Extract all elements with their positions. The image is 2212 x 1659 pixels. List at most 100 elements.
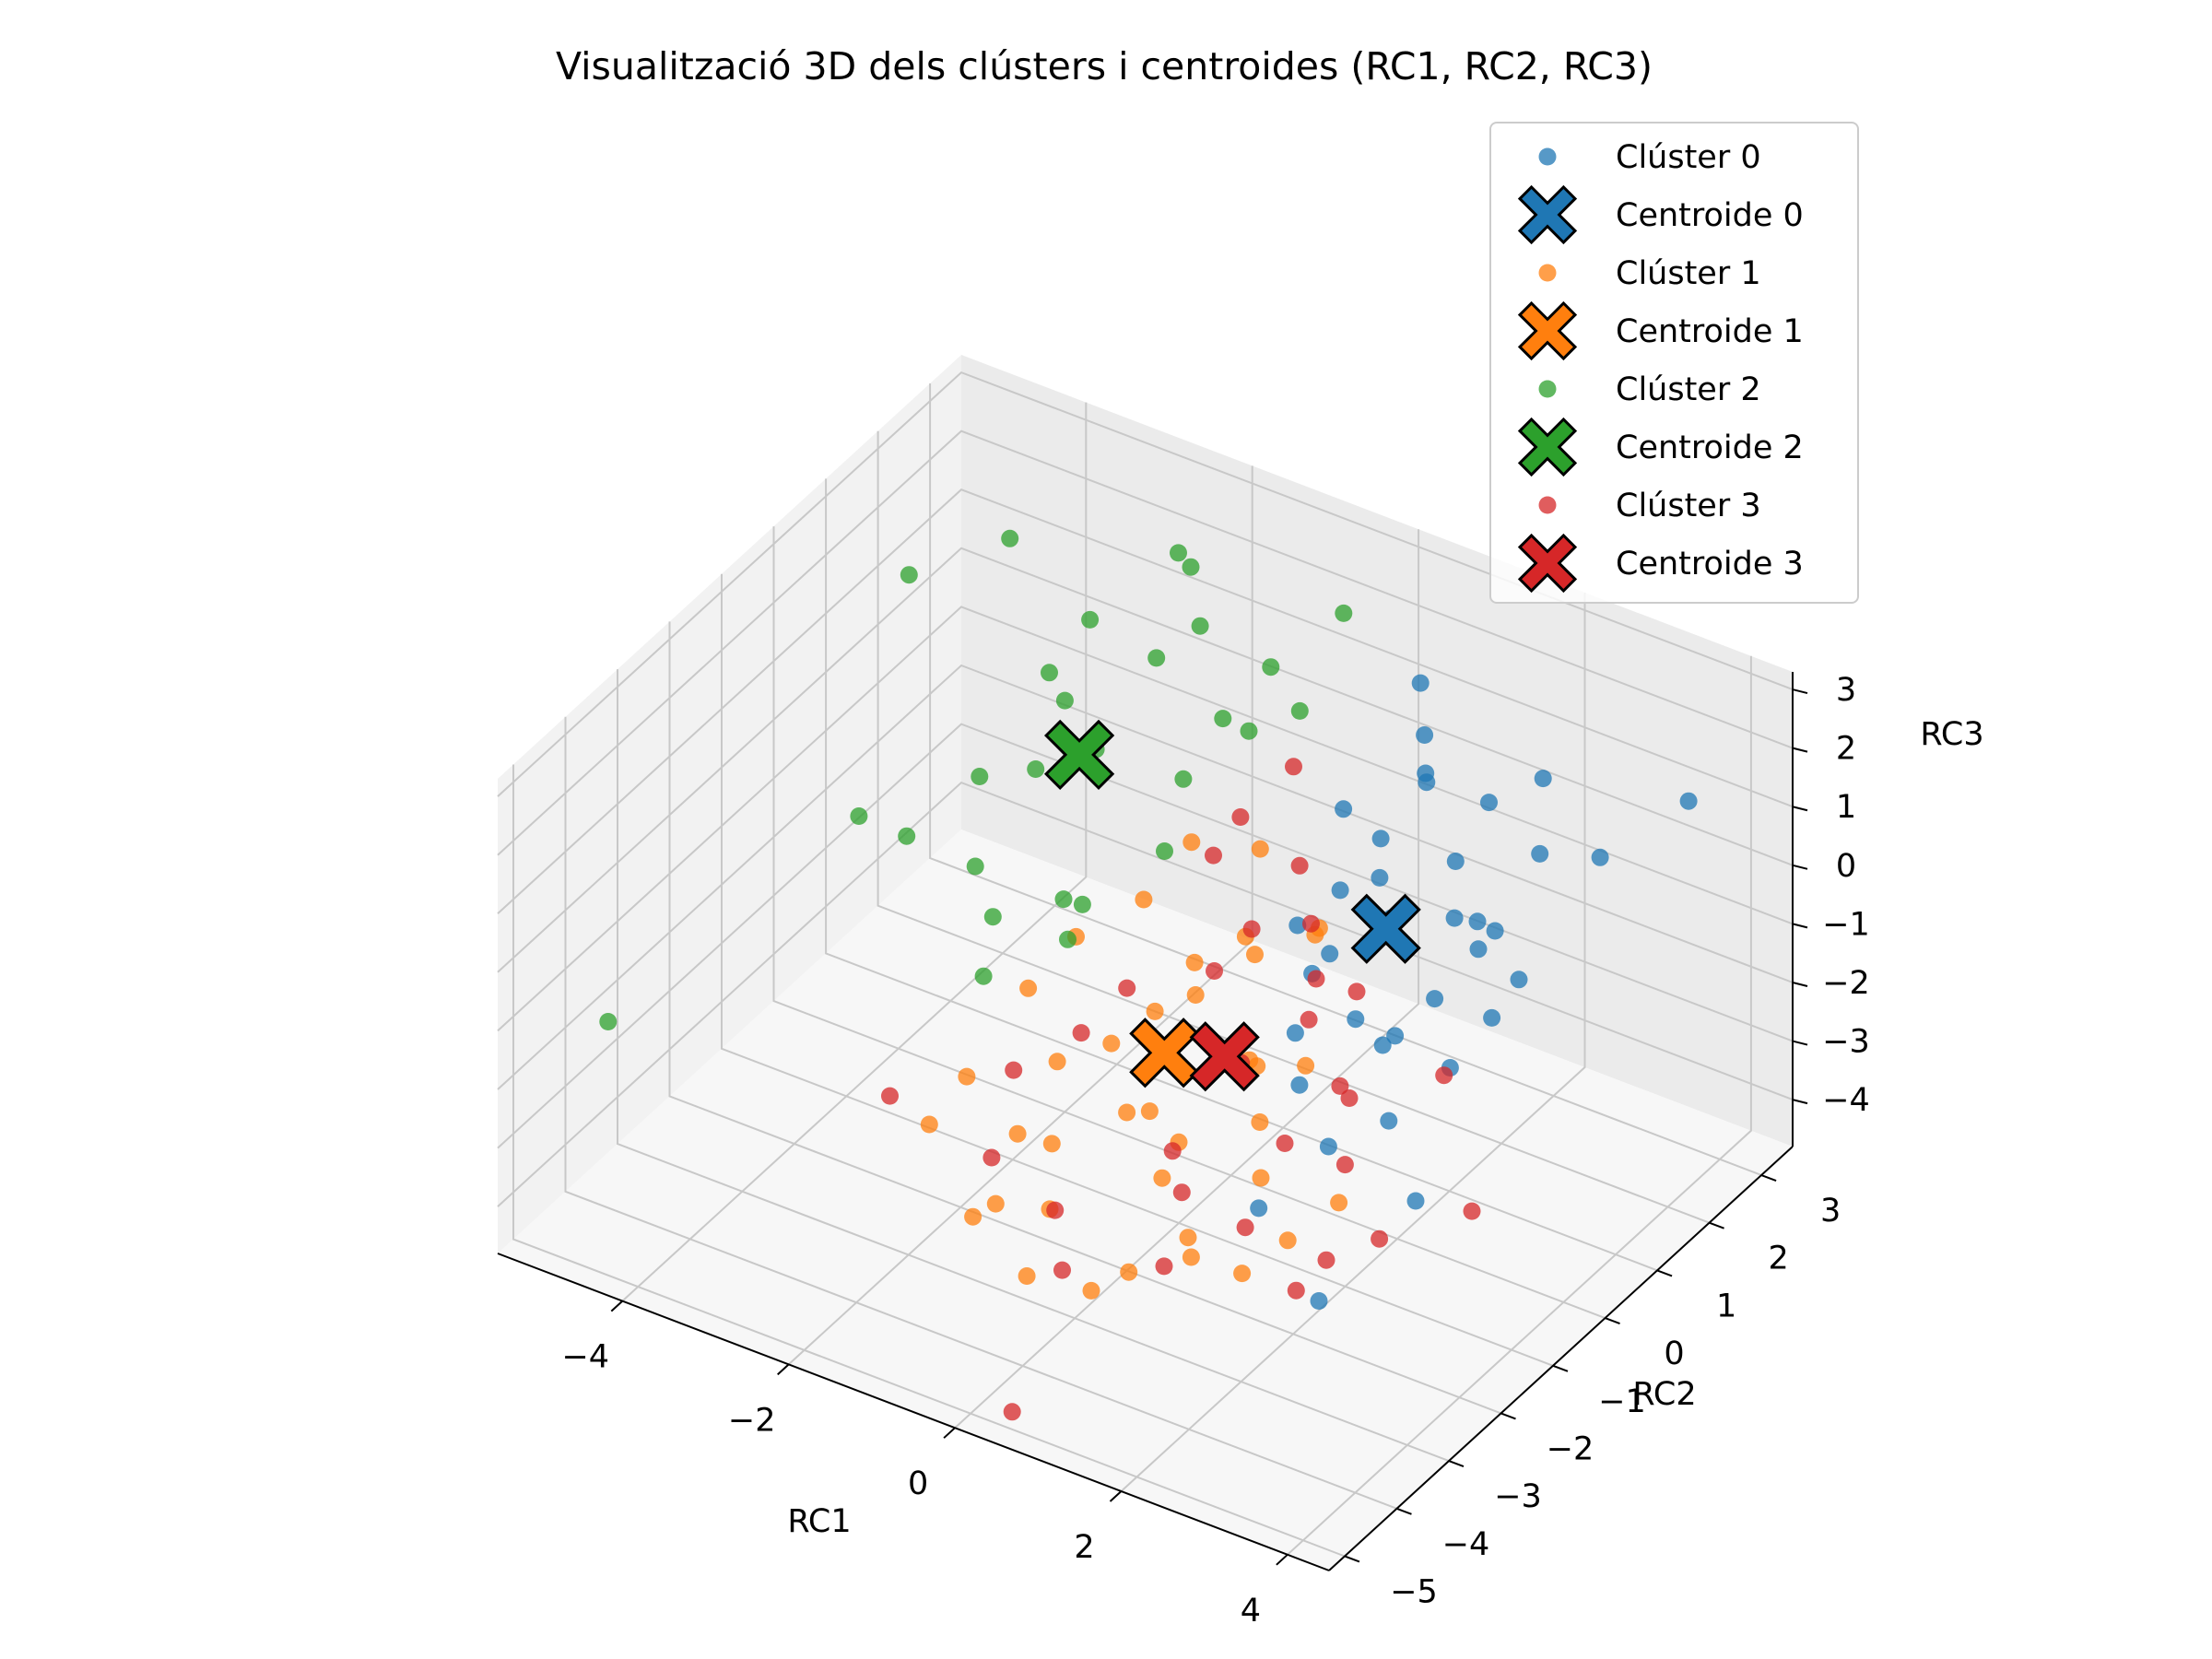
cluster-2-point: [1174, 770, 1193, 788]
cluster-3-point: [1205, 846, 1222, 865]
z-tick-label: 3: [1836, 672, 1856, 709]
cluster-2-point: [850, 807, 868, 825]
cluster-2-point: [1081, 610, 1100, 629]
x-tick-mark: [1276, 1554, 1288, 1566]
cluster-3-point: [1172, 1183, 1191, 1202]
z-tick-label: 1: [1836, 789, 1856, 826]
cluster-3-point: [1005, 1061, 1023, 1079]
grid-line-y: [877, 430, 1710, 1224]
cluster-3-point: [1285, 758, 1302, 776]
grid-line-y: [564, 716, 1397, 1510]
z-tick-mark: [1792, 982, 1808, 987]
cluster-1-point: [1186, 986, 1205, 1004]
y-tick-mark: [1448, 1460, 1465, 1468]
cluster-1-point: [1018, 1267, 1036, 1285]
cluster-3-point: [1072, 1024, 1090, 1042]
cluster-0-point: [1335, 800, 1353, 818]
cluster-0-point: [1483, 1008, 1501, 1027]
cluster-3-point: [1236, 1218, 1254, 1237]
cluster-3-point: [1155, 1257, 1173, 1276]
cluster-2-point: [966, 857, 984, 876]
cluster-3-point: [1163, 1142, 1182, 1160]
legend-swatch-cluster-3: [1538, 496, 1557, 514]
cluster-3-point: [1053, 1261, 1071, 1279]
grid-line-z: [497, 781, 1794, 1207]
x-tick-label: 2: [1074, 1529, 1094, 1566]
y-tick-label: −3: [1494, 1478, 1542, 1515]
x-tick-label: −2: [728, 1402, 776, 1439]
y-tick-mark: [1709, 1221, 1724, 1230]
cluster-1-point: [1118, 1103, 1136, 1122]
axis-lines: [497, 672, 1794, 1571]
z-tick-label: 2: [1836, 731, 1856, 768]
grid-line-y: [721, 573, 1554, 1367]
cluster-0-point: [1321, 945, 1339, 963]
grid-line-z: [497, 429, 1794, 856]
legend-label: Centroide 2: [1616, 429, 1804, 466]
cluster-2-point: [974, 967, 993, 985]
y-axis-label: RC2: [1632, 1376, 1696, 1413]
legend-label: Clúster 3: [1616, 488, 1761, 524]
cluster-3-point: [1335, 1156, 1354, 1174]
y-axis-line: [1328, 1146, 1794, 1571]
cluster-0-point: [1288, 916, 1307, 935]
cluster-1-point: [1140, 1102, 1159, 1121]
cluster-0-point: [1380, 1112, 1398, 1130]
cluster-0-point: [1679, 792, 1698, 810]
legend-swatch-centroid-0: [1517, 184, 1578, 245]
cluster-3-point: [1046, 1201, 1065, 1219]
cluster-2-point: [1054, 890, 1073, 909]
cluster-0-point: [1406, 1192, 1425, 1210]
cluster-2-point: [1335, 604, 1353, 622]
grid-line-z: [497, 723, 1794, 1149]
x-tick-mark: [1109, 1490, 1123, 1502]
cluster-1-point: [1082, 1281, 1100, 1300]
cluster-2-point: [898, 827, 916, 845]
cluster-0-point: [1445, 909, 1464, 927]
cluster-0-point: [1347, 1010, 1365, 1029]
cluster-1-point: [1120, 1263, 1138, 1281]
cluster-3-point: [1307, 970, 1325, 988]
cluster-1-point: [1182, 1248, 1200, 1266]
cluster-1-point: [1252, 1169, 1270, 1187]
y-tick-label: −1: [1598, 1383, 1646, 1420]
grid-line-y: [617, 669, 1450, 1463]
legend-swatch-centroid-1: [1517, 300, 1578, 361]
centroid-3-marker: [1189, 1021, 1260, 1092]
grid-line-x: [1120, 593, 1586, 1492]
cluster-1-point: [1246, 946, 1264, 964]
z-tick-mark: [1792, 864, 1808, 870]
cluster-3-point: [1300, 1010, 1318, 1029]
x-axis-line: [497, 1253, 1330, 1571]
cluster-3-point: [1347, 982, 1366, 1001]
z-tick-label: 0: [1836, 848, 1856, 885]
cluster-1-point: [1278, 1231, 1297, 1250]
y-tick-label: 0: [1664, 1335, 1684, 1372]
cluster-3-point: [982, 1148, 1001, 1167]
cluster-3-point: [1435, 1066, 1453, 1085]
z-tick-mark: [1792, 923, 1808, 929]
chart-title: Visualització 3D dels clústers i centroi…: [556, 44, 1653, 88]
cluster-1-point: [1233, 1265, 1252, 1283]
cluster-1-point: [964, 1207, 982, 1226]
y-tick-mark: [1760, 1174, 1777, 1182]
cluster-0-point: [1331, 881, 1349, 900]
centroid-2-marker: [1043, 719, 1115, 791]
cluster-1-point: [1330, 1194, 1348, 1212]
z-tick-label: −2: [1822, 965, 1870, 1002]
cluster-0-point: [1416, 726, 1434, 744]
cluster-3-point: [1317, 1251, 1335, 1269]
cluster-1-point: [1042, 1135, 1061, 1153]
cluster-0-point: [1310, 1292, 1328, 1310]
z-tick-label: −4: [1822, 1082, 1870, 1119]
x-tick-label: 0: [908, 1465, 928, 1502]
cluster-0-point: [1319, 1137, 1337, 1156]
cluster-1-point: [1251, 840, 1269, 858]
x-tick-mark: [943, 1427, 956, 1439]
pane-rc1-min: [498, 355, 961, 1253]
y-tick-mark: [1396, 1507, 1412, 1515]
cluster-1-point: [1185, 953, 1204, 971]
cluster-1-point: [920, 1115, 938, 1134]
